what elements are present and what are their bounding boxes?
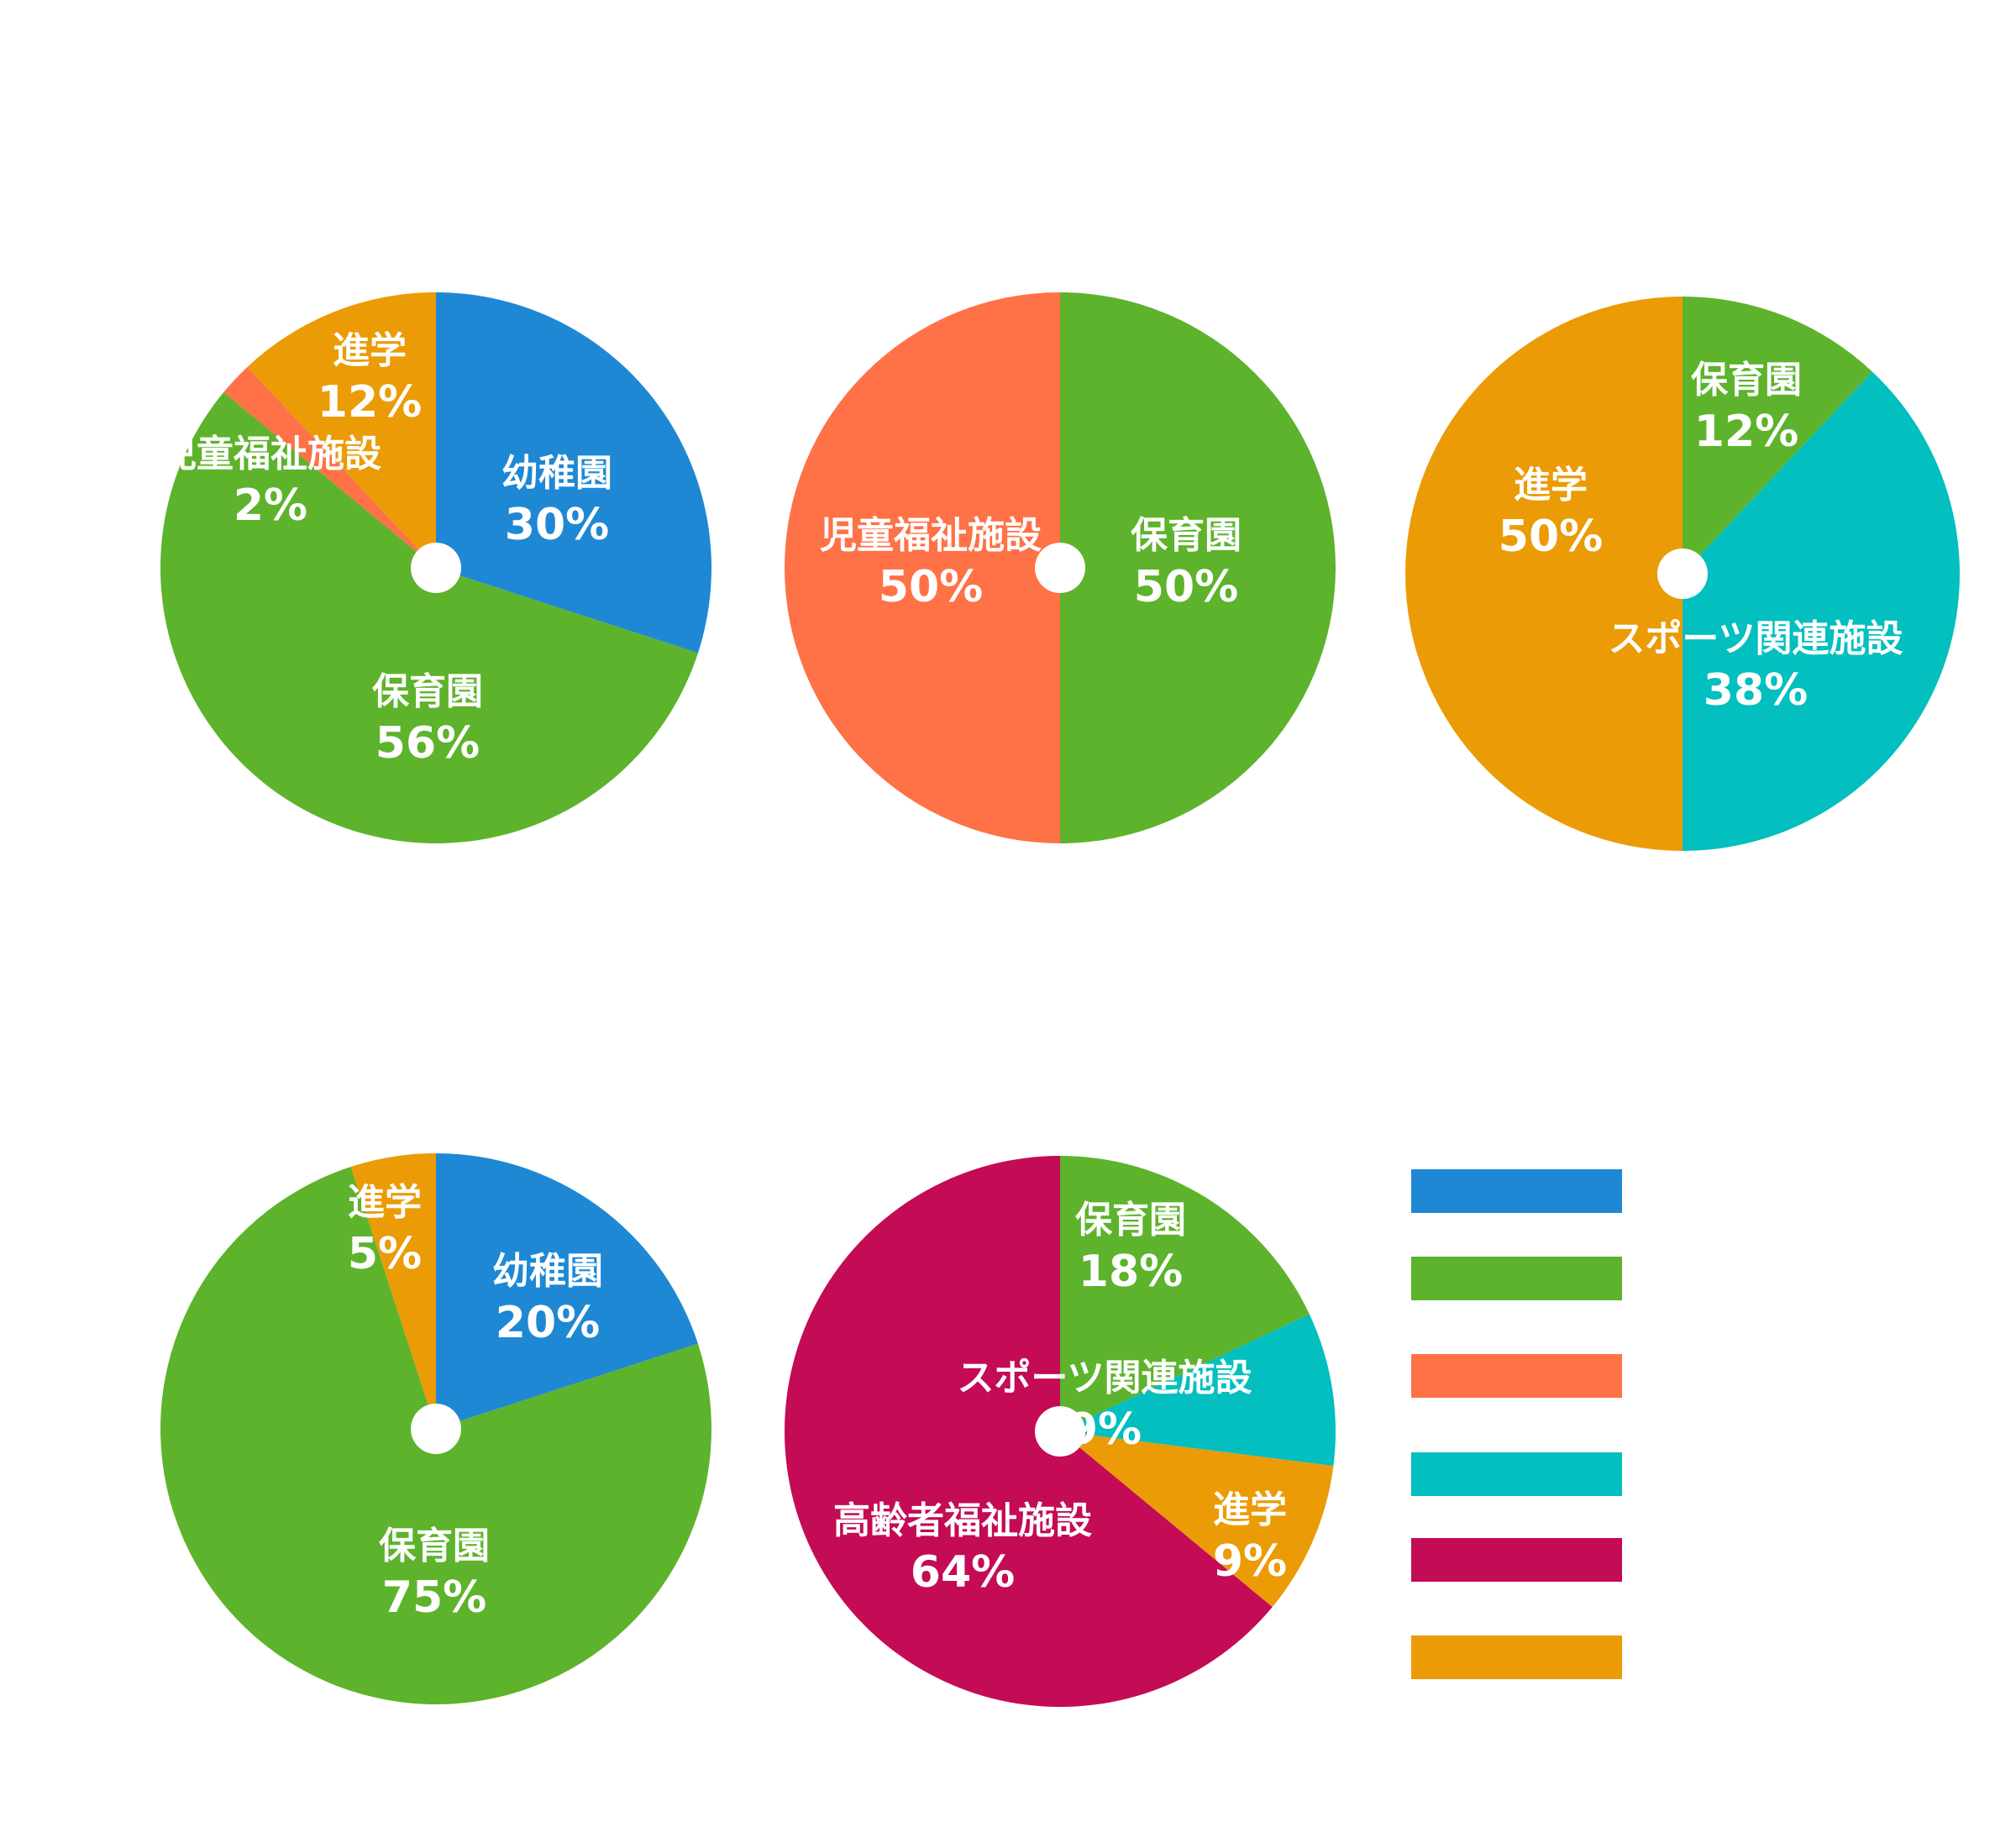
slice-label-further-study: 進学 — [333, 329, 407, 372]
legend-swatch-4 — [1411, 1452, 1622, 1496]
slice-value-sports: 38% — [1704, 665, 1808, 716]
slice-label-kindergarten: 幼稚園 — [492, 1250, 603, 1293]
slice-sports — [1683, 371, 1960, 852]
slice-label-further-study: 進学 — [348, 1181, 422, 1224]
slice-label-nursery: 保育園 — [1691, 359, 1802, 402]
slice-kindergarten — [436, 292, 711, 654]
slice-further-study — [1060, 1431, 1334, 1608]
legend-swatch-6 — [1411, 1635, 1622, 1679]
slice-label-nursery: 保育園 — [1075, 1199, 1186, 1242]
slice-value-nursery: 56% — [375, 718, 480, 769]
legend-swatch-2 — [1411, 1257, 1622, 1300]
center-hole — [411, 543, 461, 593]
center-hole — [1035, 543, 1085, 593]
slice-label-child-welfare: 児童福祉施設 — [160, 433, 381, 475]
slice-label-nursery: 保育園 — [1131, 514, 1242, 557]
slice-nursery — [1060, 292, 1336, 843]
slice-value-child-welfare: 2% — [234, 480, 307, 531]
center-hole — [1035, 1406, 1085, 1457]
slice-label-sports: スポーツ関連施設 — [957, 1357, 1252, 1399]
slice-further-study — [350, 1153, 436, 1429]
slice-value-further-study: 50% — [1499, 512, 1603, 562]
slice-kindergarten — [436, 1153, 698, 1429]
slice-value-child-welfare: 50% — [879, 562, 983, 612]
slice-label-further-study: 進学 — [1213, 1488, 1287, 1531]
pie-chart-4: 幼稚園 20% 保育園 75% 進学 5% — [160, 1153, 712, 1704]
slice-label-further-study: 進学 — [1514, 464, 1588, 507]
legend-swatch-1 — [1411, 1169, 1622, 1213]
slice-further-study — [247, 292, 436, 568]
legend — [1411, 1169, 1622, 1679]
slice-value-kindergarten: 30% — [505, 500, 609, 550]
slice-child-welfare — [223, 366, 436, 568]
slice-sports — [1060, 1314, 1336, 1467]
center-hole — [1657, 549, 1708, 599]
slice-value-nursery: 50% — [1134, 562, 1238, 612]
slice-label-nursery: 保育園 — [372, 670, 483, 713]
slice-value-further-study: 5% — [348, 1229, 422, 1279]
slice-value-nursery: 18% — [1079, 1247, 1183, 1297]
legend-swatch-3 — [1411, 1354, 1622, 1398]
legend-swatch-5 — [1411, 1538, 1622, 1582]
slice-label-nursery: 保育園 — [379, 1525, 490, 1567]
slice-label-kindergarten: 幼稚園 — [501, 452, 612, 495]
slice-elderly-welfare — [785, 1156, 1273, 1707]
slice-label-sports: スポーツ関連施設 — [1608, 617, 1903, 660]
slice-further-study — [1405, 297, 1683, 851]
pie-chart-5: 保育園 18% スポーツ関連施設 9% 進学 9% 高齢者福祉施設 64% — [785, 1156, 1336, 1707]
slice-nursery — [160, 391, 698, 843]
slice-value-nursery: 75% — [382, 1572, 486, 1623]
slice-value-further-study: 12% — [318, 377, 422, 428]
slice-label-child-welfare: 児童福祉施設 — [820, 514, 1042, 557]
slice-nursery — [1683, 297, 1872, 574]
pie-chart-2: 保育園 50% 児童福祉施設 50% — [785, 292, 1336, 843]
slice-value-nursery: 12% — [1694, 407, 1798, 457]
pie-chart-1: 幼稚園 30% 保育園 56% 児童福祉施設 2% 進学 12% — [160, 292, 711, 843]
slice-value-elderly-welfare: 64% — [911, 1547, 1015, 1598]
pie-chart-3: 保育園 12% スポーツ関連施設 38% 進学 50% — [1405, 297, 1960, 852]
slice-nursery — [1060, 1156, 1310, 1431]
slice-label-elderly-welfare: 高齢者福祉施設 — [833, 1499, 1092, 1542]
slice-value-sports: 9% — [1068, 1404, 1142, 1455]
slice-child-welfare — [785, 292, 1060, 843]
center-hole — [411, 1404, 461, 1454]
slice-value-kindergarten: 20% — [496, 1298, 600, 1348]
slice-value-further-study: 9% — [1213, 1536, 1287, 1587]
